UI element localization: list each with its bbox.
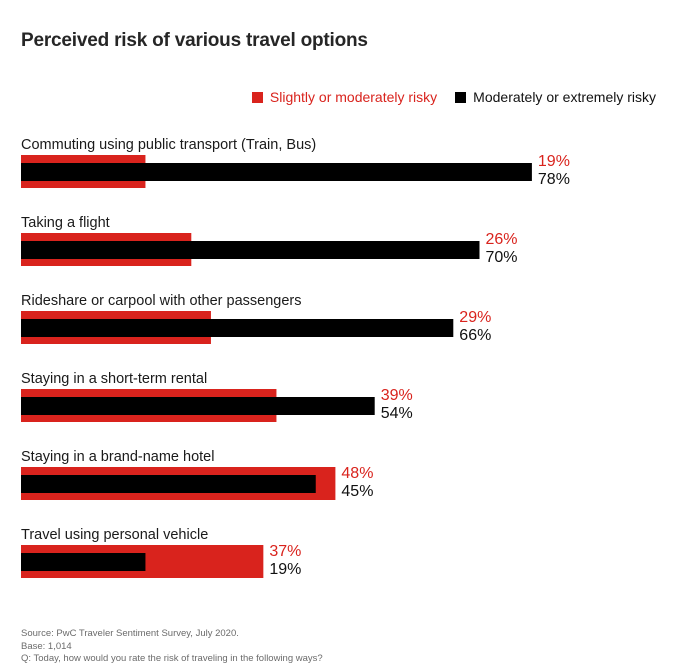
legend-label-slightly: Slightly or moderately risky [269, 89, 438, 105]
category-label: Commuting using public transport (Train,… [21, 137, 316, 153]
legend-item-slightly: Slightly or moderately risky [251, 89, 438, 105]
bar-extremely-risky [21, 163, 532, 181]
bar-extremely-risky [21, 241, 480, 259]
value-label-slightly-risky: 19% [538, 153, 570, 170]
chart-title: Perceived risk of various travel options [21, 30, 368, 51]
bar-extremely-risky [21, 397, 375, 415]
bar-chart: Commuting using public transport (Train,… [21, 137, 570, 578]
category-label: Staying in a brand-name hotel [21, 449, 214, 465]
value-label-slightly-risky: 29% [459, 309, 491, 326]
value-label-extremely-risky: 70% [486, 249, 518, 266]
legend-swatch-slightly [251, 91, 263, 103]
legend-swatch-extremely [455, 91, 467, 103]
value-label-extremely-risky: 66% [459, 327, 491, 344]
value-label-slightly-risky: 26% [486, 231, 518, 248]
footer-question: Q: Today, how would you rate the risk of… [21, 653, 323, 664]
bar-extremely-risky [21, 553, 146, 571]
value-label-extremely-risky: 78% [538, 171, 570, 188]
value-label-extremely-risky: 54% [381, 405, 413, 422]
bar-extremely-risky [21, 319, 454, 337]
footer-base: Base: 1,014 [21, 640, 72, 652]
value-label-slightly-risky: 39% [381, 387, 413, 404]
value-label-slightly-risky: 48% [341, 465, 373, 482]
value-label-slightly-risky: 37% [269, 543, 301, 560]
bar-extremely-risky [21, 475, 316, 493]
footer-source: Source: PwC Traveler Sentiment Survey, J… [21, 628, 239, 639]
value-label-extremely-risky: 45% [341, 483, 373, 500]
category-label: Taking a flight [21, 215, 110, 231]
value-label-extremely-risky: 19% [269, 561, 301, 578]
chart-footer: Source: PwC Traveler Sentiment Survey, J… [21, 628, 323, 666]
category-label: Travel using personal vehicle [21, 527, 208, 543]
chart-legend: Slightly or moderately risky Moderately … [234, 89, 656, 105]
legend-label-extremely: Moderately or extremely risky [473, 89, 656, 105]
category-label: Staying in a short-term rental [21, 371, 207, 387]
category-label: Rideshare or carpool with other passenge… [21, 293, 301, 309]
legend-item-extremely: Moderately or extremely risky [455, 89, 656, 105]
